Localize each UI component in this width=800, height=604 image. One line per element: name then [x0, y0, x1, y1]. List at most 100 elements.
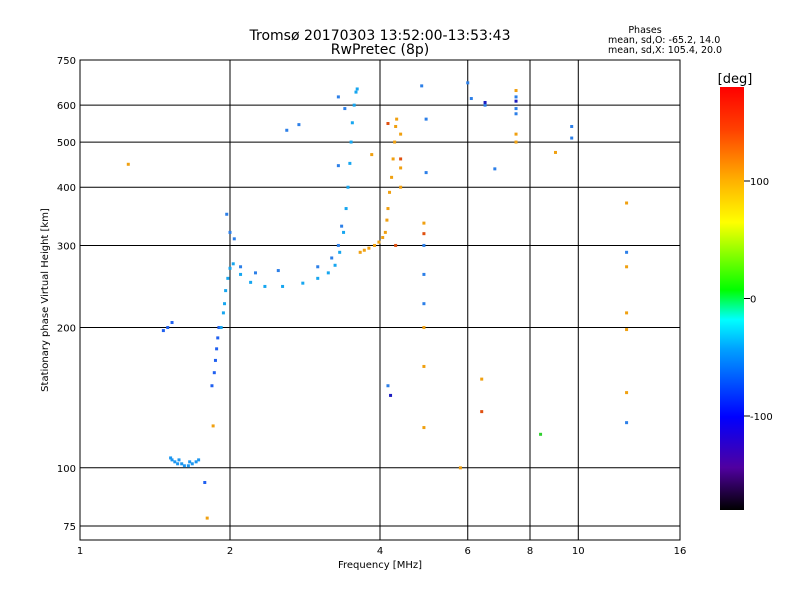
data-point [399, 157, 403, 161]
data-point [176, 462, 180, 466]
data-point [393, 140, 397, 144]
colorbar-ticks: 100 0 -100 [744, 177, 773, 423]
data-point [514, 89, 518, 93]
data-point [422, 243, 426, 247]
x-tick-label: 2 [227, 546, 233, 557]
data-point [211, 424, 215, 428]
data-point [394, 124, 398, 128]
data-point [161, 329, 165, 333]
phases-heading: Phases [628, 25, 661, 36]
data-point [316, 276, 320, 280]
data-point [367, 246, 371, 250]
data-point [180, 462, 184, 466]
data-point [326, 271, 330, 275]
data-point [458, 466, 462, 470]
colorbar [720, 87, 744, 510]
data-point [570, 124, 574, 128]
colorbar-tick-label: 0 [750, 295, 756, 306]
data-point [422, 326, 426, 330]
data-point [276, 269, 280, 273]
data-point [377, 240, 381, 244]
data-point [389, 393, 393, 397]
data-point [394, 243, 398, 247]
data-point [263, 284, 267, 288]
data-point [212, 371, 216, 375]
data-point [625, 328, 629, 332]
data-point [422, 232, 426, 236]
data-point [514, 95, 518, 99]
x-tick-label: 8 [527, 546, 533, 557]
data-point [422, 302, 426, 306]
data-point [424, 171, 428, 175]
data-point [399, 132, 403, 136]
data-point [340, 224, 344, 228]
y-tick-label: 200 [57, 324, 76, 335]
x-tick-label: 4 [377, 546, 383, 557]
data-point [186, 464, 190, 468]
data-point [343, 107, 347, 111]
data-point [316, 265, 320, 269]
data-point [281, 284, 285, 288]
axis-ticks: 1 2 4 6 8 10 16 75 100 200 300 400 500 600 750 [57, 56, 686, 557]
data-point [391, 157, 395, 161]
data-point [354, 90, 358, 94]
data-point [253, 271, 257, 275]
data-point [224, 289, 228, 293]
data-point [358, 250, 362, 254]
data-point [625, 421, 629, 425]
data-point [330, 256, 334, 260]
data-point [301, 281, 305, 285]
y-tick-label: 500 [57, 138, 76, 149]
data-point [553, 150, 557, 154]
data-point [422, 272, 426, 276]
data-point [213, 358, 217, 362]
data-point [232, 237, 236, 241]
data-point [216, 336, 220, 340]
data-point [422, 364, 426, 368]
y-tick-label: 750 [57, 56, 76, 67]
data-point [625, 201, 629, 205]
data-point [480, 377, 484, 381]
data-point [388, 190, 392, 194]
data-point [422, 426, 426, 430]
x-tick-label: 10 [572, 546, 585, 557]
y-tick-label: 600 [57, 101, 76, 112]
x-tick-label: 6 [465, 546, 471, 557]
data-point [336, 243, 340, 247]
data-point [386, 207, 390, 211]
data-point [249, 280, 253, 284]
data-point [625, 250, 629, 254]
data-point [350, 121, 354, 125]
data-point [483, 100, 487, 104]
data-point [210, 384, 214, 388]
data-point [390, 175, 394, 179]
data-point [228, 266, 232, 270]
data-point [424, 117, 428, 121]
data-point [625, 265, 629, 269]
data-point [352, 103, 356, 107]
data-point [219, 326, 223, 330]
data-point [205, 516, 209, 520]
x-tick-label: 1 [77, 546, 83, 557]
data-point [194, 460, 198, 464]
data-point [483, 103, 487, 107]
data-point [231, 262, 235, 266]
data-point [514, 132, 518, 136]
data-point [514, 107, 518, 111]
y-axis-label: Stationary phase Virtual Height [km] [40, 208, 51, 392]
data-point [126, 162, 130, 166]
data-point [173, 460, 177, 464]
y-tick-label: 300 [57, 241, 76, 252]
colorbar-tick-label: -100 [750, 412, 773, 423]
data-point [190, 462, 194, 466]
data-point [239, 272, 243, 276]
data-point [225, 212, 229, 216]
data-point [625, 311, 629, 315]
data-point [223, 302, 227, 306]
data-point [348, 161, 352, 165]
y-tick-label: 100 [57, 464, 76, 475]
data-point [539, 432, 543, 436]
grid-lines [80, 59, 680, 540]
chart-title: Tromsø 20170303 13:52:00-13:53:43 [249, 28, 511, 44]
data-point [386, 122, 390, 126]
